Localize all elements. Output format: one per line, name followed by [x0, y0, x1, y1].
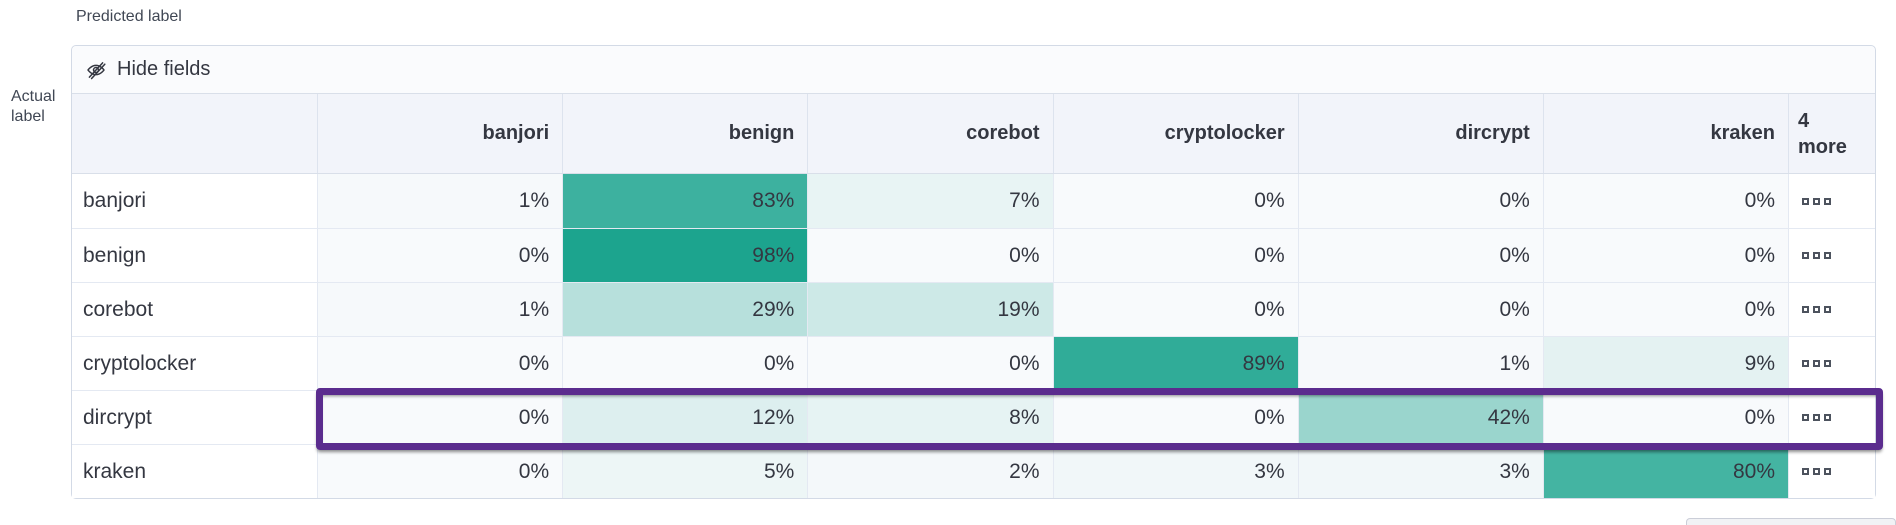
- matrix-cell-kraken-banjori: 0%: [317, 445, 563, 498]
- matrix-cell-banjori-dircrypt: 0%: [1297, 174, 1543, 228]
- small-square-icon: [1824, 360, 1831, 367]
- matrix-cell-cryptolocker-banjori: 0%: [317, 337, 563, 390]
- small-square-icon: [1802, 414, 1809, 421]
- column-header-banjori[interactable]: banjori: [317, 94, 562, 173]
- small-square-icon: [1802, 197, 1809, 205]
- matrix-cell-cryptolocker-benign: 0%: [562, 337, 808, 390]
- matrix-cell-corebot-kraken: 0%: [1542, 283, 1788, 336]
- small-square-icon: [1802, 252, 1809, 259]
- grid-body: banjori 1% 83% 7% 0% 0% 0% benign 0% 98% 0% 0% 0% 0% c…: [72, 174, 1875, 498]
- small-square-icon: [1813, 252, 1820, 259]
- corner-header-cell: [72, 94, 317, 173]
- small-square-icon: [1824, 197, 1831, 205]
- confusion-matrix-table: Hide fields banjori benign corebot cryptolo…: [71, 45, 1876, 499]
- matrix-cell-corebot-dircrypt: 0%: [1297, 283, 1543, 336]
- hide-fields-label: Hide fields: [117, 58, 211, 80]
- column-header-more[interactable]: 4 more: [1788, 94, 1875, 173]
- matrix-cell-benign-corebot: 0%: [807, 229, 1053, 282]
- small-square-icon: [1824, 306, 1831, 313]
- small-square-icon: [1813, 197, 1820, 205]
- matrix-cell-kraken-benign: 5%: [562, 445, 808, 498]
- small-square-icon: [1824, 414, 1831, 421]
- actual-axis-label: Actual label: [11, 87, 55, 127]
- matrix-cell-cryptolocker-dircrypt: 1%: [1297, 337, 1543, 390]
- matrix-cell-corebot-benign: 29%: [562, 283, 808, 336]
- predicted-axis-label: Predicted label: [76, 8, 182, 25]
- matrix-cell-banjori-banjori: 1%: [317, 174, 563, 228]
- small-square-icon: [1802, 468, 1809, 475]
- matrix-cell-banjori-kraken: 0%: [1542, 174, 1788, 228]
- column-header-dircrypt[interactable]: dircrypt: [1297, 94, 1543, 173]
- matrix-cell-cryptolocker-kraken: 9%: [1542, 337, 1788, 390]
- more-columns-indicator: [1788, 391, 1875, 444]
- actual-axis-label-line2: label: [11, 108, 45, 125]
- grid-header: banjori benign corebot cryptolocker dircrypt…: [72, 94, 1875, 174]
- matrix-cell-benign-benign: 98%: [562, 229, 808, 282]
- more-columns-indicator: [1788, 283, 1875, 336]
- matrix-row-corebot: corebot 1% 29% 19% 0% 0% 0%: [72, 282, 1875, 336]
- matrix-cell-banjori-benign: 83%: [562, 174, 808, 228]
- matrix-cell-dircrypt-corebot: 8%: [807, 391, 1053, 444]
- eye-closed-icon: [85, 59, 107, 81]
- matrix-cell-dircrypt-banjori: 0%: [317, 391, 563, 444]
- more-columns-indicator: [1788, 229, 1875, 282]
- matrix-cell-benign-dircrypt: 0%: [1297, 229, 1543, 282]
- matrix-row-kraken: kraken 0% 5% 2% 3% 3% 80%: [72, 444, 1875, 498]
- matrix-row-cryptolocker: cryptolocker 0% 0% 0% 89% 1% 9%: [72, 336, 1875, 390]
- more-columns-indicator: [1788, 174, 1875, 228]
- matrix-cell-corebot-cryptolocker: 0%: [1052, 283, 1298, 336]
- column-header-corebot[interactable]: corebot: [807, 94, 1052, 173]
- small-square-icon: [1813, 306, 1820, 313]
- column-header-cryptolocker[interactable]: cryptolocker: [1052, 94, 1298, 173]
- small-square-icon: [1813, 414, 1820, 421]
- matrix-row-dircrypt: dircrypt 0% 12% 8% 0% 42% 0%: [72, 390, 1875, 444]
- matrix-cell-cryptolocker-cryptolocker: 89%: [1052, 337, 1298, 390]
- matrix-cell-banjori-cryptolocker: 0%: [1052, 174, 1298, 228]
- more-columns-indicator: [1788, 445, 1875, 498]
- row-label-kraken: kraken: [72, 445, 317, 498]
- small-square-icon: [1813, 468, 1820, 475]
- matrix-cell-kraken-cryptolocker: 3%: [1052, 445, 1298, 498]
- row-label-cryptolocker: cryptolocker: [72, 337, 317, 390]
- small-square-icon: [1802, 360, 1809, 367]
- matrix-cell-benign-banjori: 0%: [317, 229, 563, 282]
- matrix-cell-kraken-kraken: 80%: [1542, 445, 1788, 498]
- more-header-text: more: [1798, 135, 1847, 158]
- row-label-dircrypt: dircrypt: [72, 391, 317, 444]
- column-header-kraken[interactable]: kraken: [1542, 94, 1788, 173]
- matrix-cell-kraken-dircrypt: 3%: [1297, 445, 1543, 498]
- matrix-cell-dircrypt-dircrypt: 42%: [1297, 391, 1543, 444]
- matrix-cell-benign-kraken: 0%: [1542, 229, 1788, 282]
- matrix-cell-corebot-corebot: 19%: [807, 283, 1053, 336]
- more-columns-indicator: [1788, 337, 1875, 390]
- matrix-cell-banjori-corebot: 7%: [807, 174, 1053, 228]
- matrix-cell-dircrypt-benign: 12%: [562, 391, 808, 444]
- actual-axis-label-line1: Actual: [11, 88, 56, 105]
- small-square-icon: [1824, 468, 1831, 475]
- matrix-cell-kraken-corebot: 2%: [807, 445, 1053, 498]
- more-header-text: 4: [1798, 109, 1810, 132]
- matrix-cell-dircrypt-cryptolocker: 0%: [1052, 391, 1298, 444]
- matrix-cell-corebot-banjori: 1%: [317, 283, 563, 336]
- row-label-corebot: corebot: [72, 283, 317, 336]
- column-header-benign[interactable]: benign: [562, 94, 807, 173]
- matrix-cell-cryptolocker-corebot: 0%: [807, 337, 1053, 390]
- matrix-row-benign: benign 0% 98% 0% 0% 0% 0%: [72, 228, 1875, 282]
- matrix-cell-benign-cryptolocker: 0%: [1052, 229, 1298, 282]
- hide-fields-button[interactable]: Hide fields: [72, 46, 1875, 94]
- row-label-banjori: banjori: [72, 174, 317, 228]
- matrix-cell-dircrypt-kraken: 0%: [1542, 391, 1788, 444]
- small-square-icon: [1824, 252, 1831, 259]
- matrix-row-banjori: banjori 1% 83% 7% 0% 0% 0%: [72, 174, 1875, 228]
- small-square-icon: [1813, 360, 1820, 367]
- small-square-icon: [1802, 306, 1809, 313]
- row-label-benign: benign: [72, 229, 317, 282]
